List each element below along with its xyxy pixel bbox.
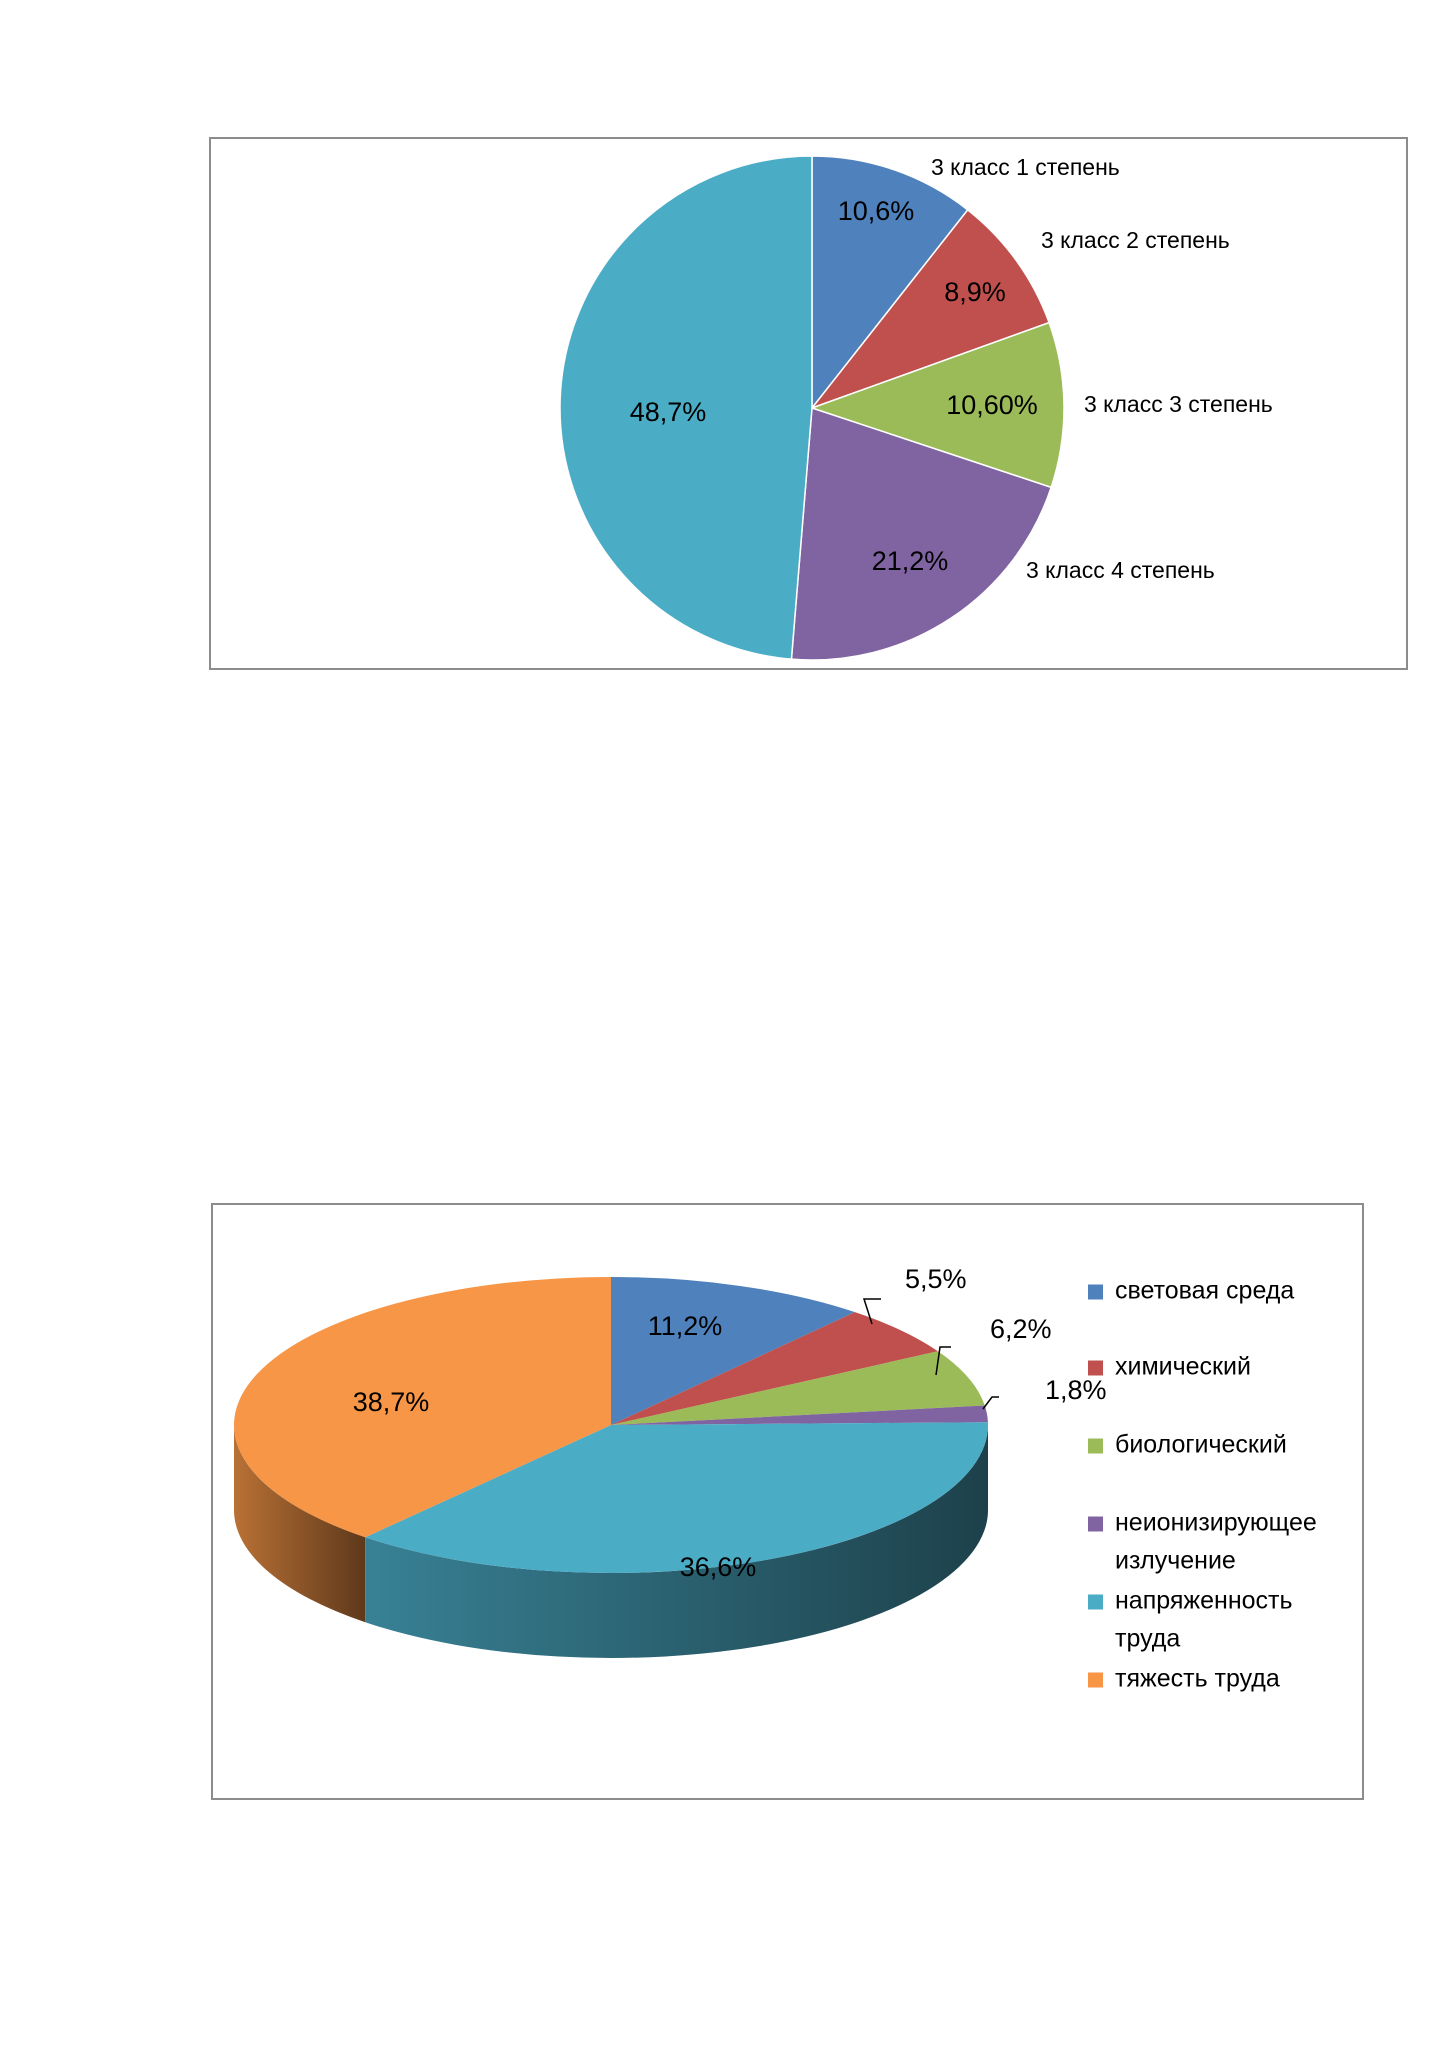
pie-slice-3	[809, 321, 1065, 489]
data-label-3: 6,2%	[990, 1314, 1052, 1344]
data-label-3: 10,60%	[946, 390, 1038, 420]
data-label-6: 38,7%	[353, 1387, 430, 1417]
legend-label-2: химический	[1115, 1353, 1251, 1381]
pie-chart-class-degrees: 10,6% 8,9% 10,60% 21,2% 48,7% 3 класс 1 степе…	[209, 137, 1408, 670]
pie-slice-1	[811, 155, 969, 411]
leader-line-2	[862, 1298, 881, 1325]
category-label-4: 3 класс 4 степень	[1026, 557, 1215, 583]
pie-side-5	[365, 1425, 988, 1658]
data-label-4: 21,2%	[872, 546, 949, 576]
legend-label-1: световая среда	[1115, 1277, 1294, 1305]
category-label-2: 3 класс 2 степень	[1041, 227, 1230, 253]
pie-slice-top-5	[365, 1422, 988, 1573]
pie-slice-top-4	[611, 1405, 988, 1425]
data-label-1: 10,6%	[838, 196, 915, 226]
pie-chart-1-svg: 10,6% 8,9% 10,60% 21,2% 48,7% 3 класс 1 степе…	[559, 154, 1273, 661]
leader-line-3	[935, 1346, 951, 1376]
legend-swatch-1	[1088, 1284, 1103, 1300]
legend-label-6: тяжесть труда	[1115, 1665, 1280, 1693]
data-label-4: 1,8%	[1045, 1375, 1107, 1405]
legend-swatch-2	[1088, 1360, 1103, 1376]
pie-slice-top-6	[234, 1277, 611, 1538]
pie-slice-top-3	[611, 1351, 985, 1425]
legend-swatch-6	[1088, 1672, 1103, 1688]
pie-slice-4	[790, 406, 1053, 661]
category-label-3: 3 класс 3 степень	[1084, 391, 1273, 417]
pie-chart-factors-3d: 11,2% 5,5% 6,2% 1,8% 36,6% 38,7% световая сред…	[211, 1203, 1364, 1800]
legend-label-4: излучение	[1115, 1547, 1236, 1575]
pie-side-6	[234, 1425, 366, 1623]
leader-line-4	[982, 1396, 999, 1410]
legend-label-3: биологический	[1115, 1431, 1287, 1459]
data-label-5: 48,7%	[630, 397, 707, 427]
pie-chart-2-svg: 11,2% 5,5% 6,2% 1,8% 36,6% 38,7% световая сред…	[234, 1264, 1317, 1693]
pie-slice-top-1	[611, 1277, 855, 1425]
data-label-5: 36,6%	[680, 1552, 757, 1582]
legend-swatch-3	[1088, 1438, 1103, 1454]
pie-slice-2	[809, 208, 1051, 410]
pie-slice-5	[559, 155, 813, 660]
data-label-2: 5,5%	[905, 1264, 967, 1294]
legend-label-5: труда	[1115, 1625, 1180, 1653]
legend-swatch-5	[1088, 1594, 1103, 1610]
category-label-1: 3 класс 1 степень	[931, 154, 1120, 180]
legend-label-5: напряженность	[1115, 1587, 1293, 1615]
pie-slice-top-2	[611, 1312, 938, 1425]
data-label-1: 11,2%	[648, 1311, 723, 1341]
legend-label-4: неионизирующее	[1115, 1509, 1317, 1537]
legend-swatch-4	[1088, 1516, 1103, 1532]
data-label-2: 8,9%	[944, 277, 1006, 307]
